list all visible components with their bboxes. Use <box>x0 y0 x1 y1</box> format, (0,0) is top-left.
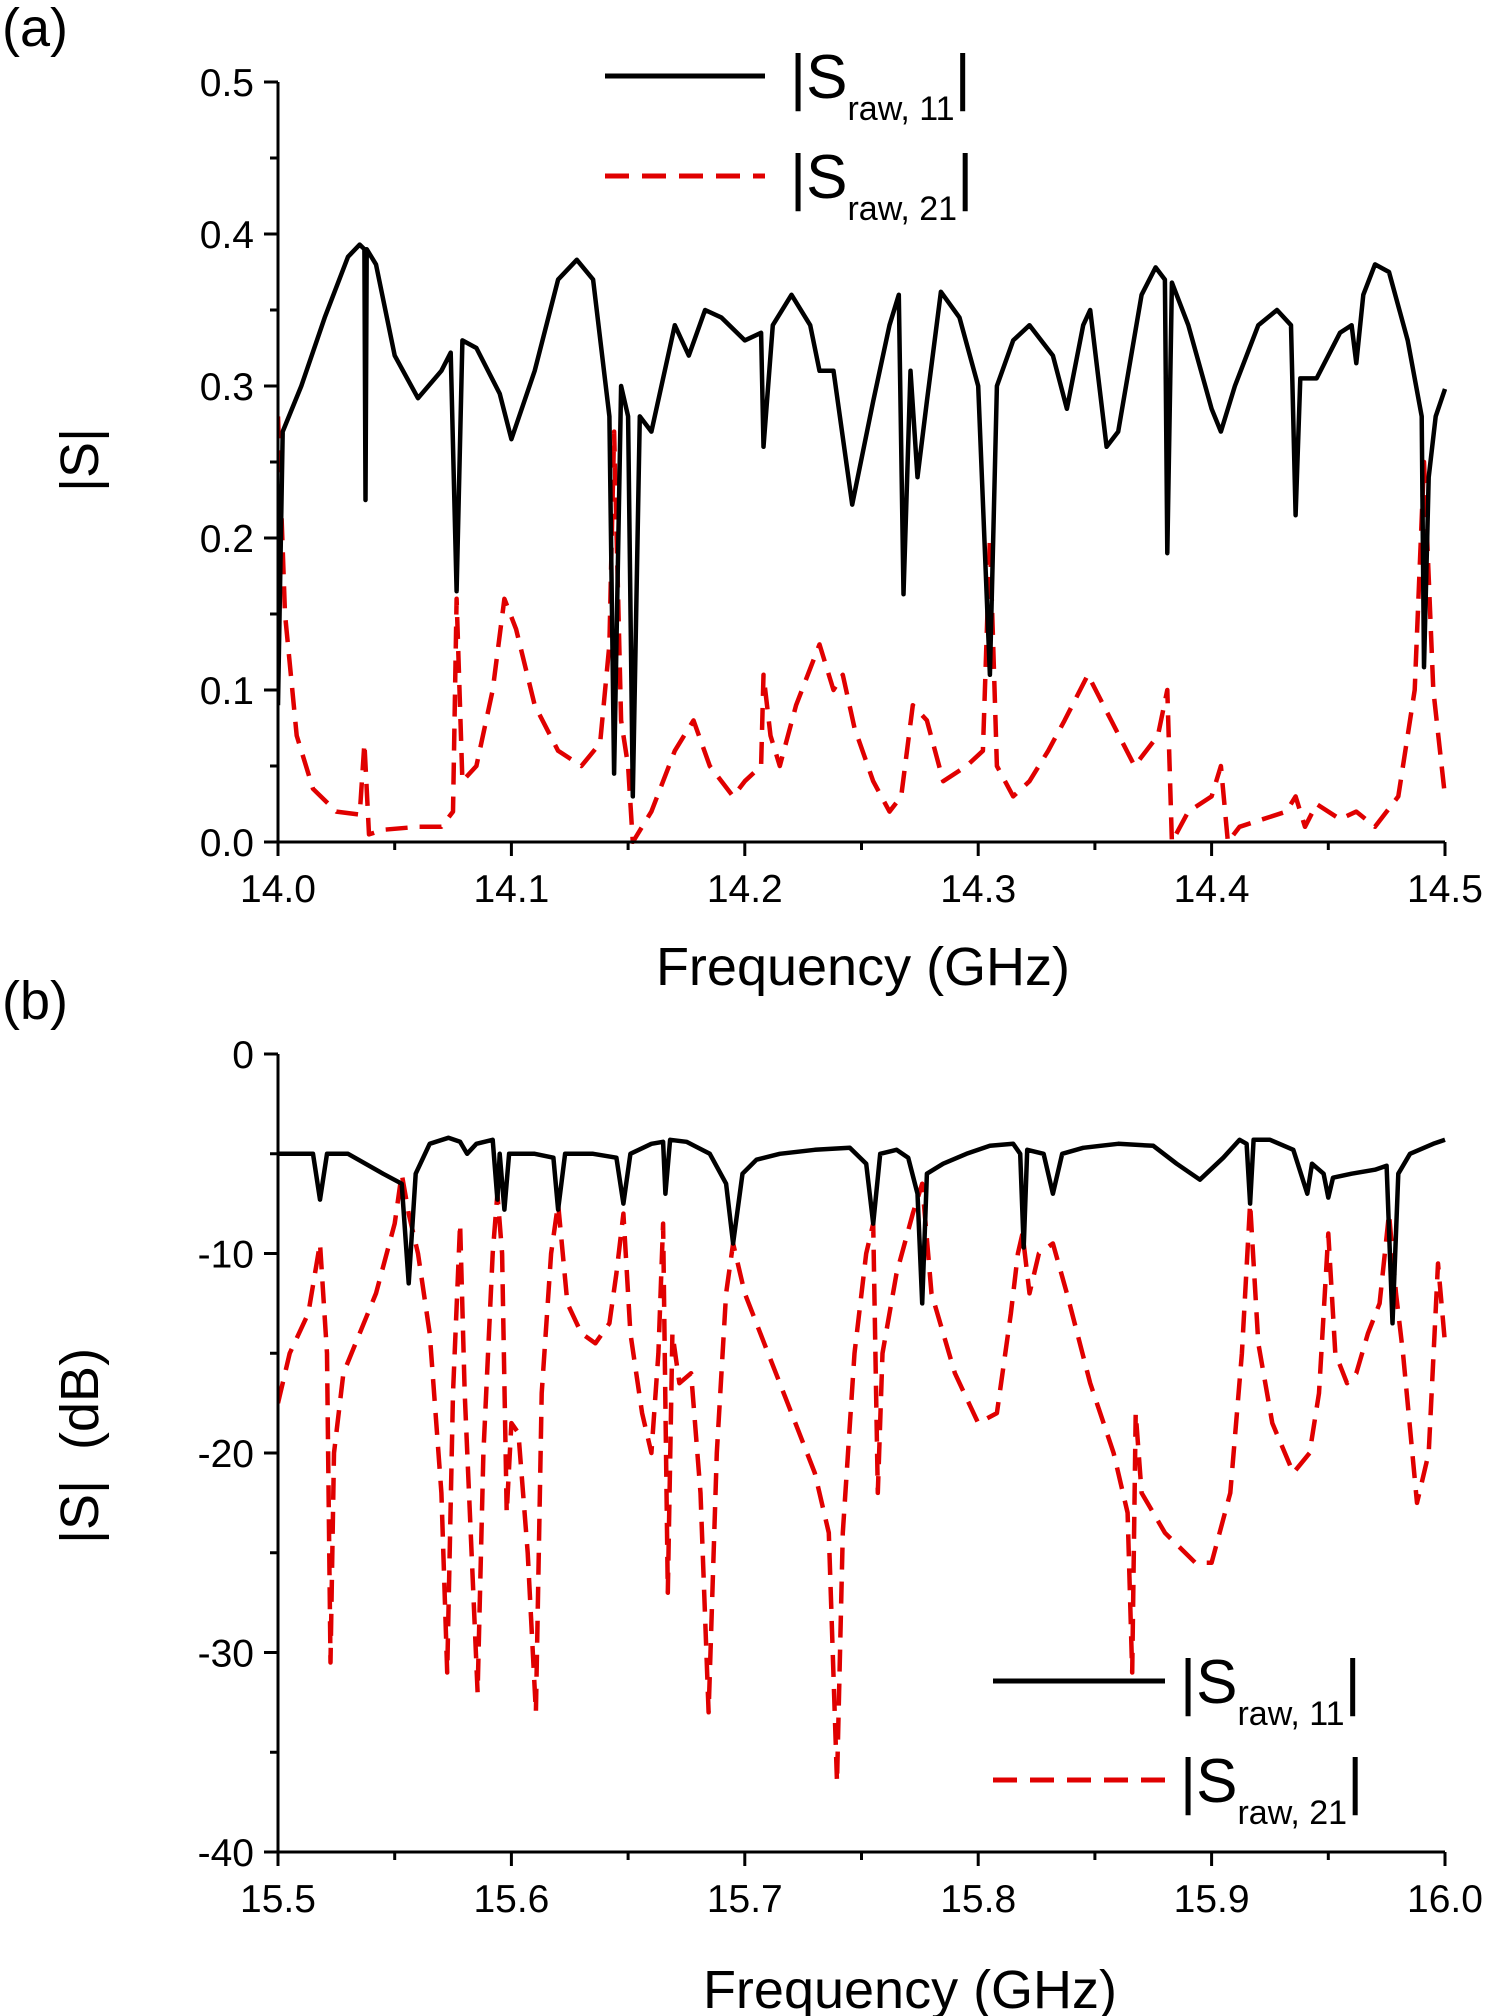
panel-b-legend-label-s11: |Sraw, 11| <box>1180 1648 1361 1733</box>
panel-a-legend: |Sraw, 11| |Sraw, 21| <box>605 43 973 228</box>
panel-a-y-axis-title: |S| <box>50 428 110 492</box>
panel-b-axes: 15.5 15.6 15.7 15.8 15.9 16.0 -40 -30 -20 -10 0 <box>198 1034 1483 1921</box>
panel-b-label: (b) <box>2 971 68 1031</box>
panel-b-x-tick-label: 16.0 <box>1407 1878 1483 1921</box>
panel-b-x-tick-label: 15.8 <box>940 1878 1016 1921</box>
panel-b-series-line-s11 <box>278 1135 1446 1326</box>
panel-a-y-tick-label: 0.3 <box>200 366 254 409</box>
panel-b-y-axis-title: |S| (dB) <box>50 1348 110 1544</box>
panel-a-x-tick-label: 14.1 <box>473 868 549 911</box>
panel-b-y-tick-label: -40 <box>198 1832 254 1875</box>
panel-a-axes: 14.0 14.1 14.2 14.3 14.4 14.5 0.0 0.1 0.2 0.3 0.4 0… <box>200 62 1483 911</box>
panel-a-series-line-s11 <box>278 242 1447 799</box>
panel-b: (b) 15.5 15.6 15.7 15.8 15.9 16.0 -40 -30 -20 -10… <box>2 971 1483 2016</box>
panel-b-x-tick-label: 15.9 <box>1174 1878 1250 1921</box>
panel-a-x-tick-label: 14.3 <box>940 868 1016 911</box>
panel-a-x-axis-title: Frequency (GHz) <box>656 937 1070 997</box>
panel-b-series-line-s21 <box>278 1171 1447 1785</box>
panel-b-y-tick-label: 0 <box>232 1034 254 1077</box>
panel-b-legend-label-s21: |Sraw, 21| <box>1180 1747 1363 1832</box>
panel-a-y-tick-label: 0.2 <box>200 518 254 561</box>
panel-b-x-tick-label: 15.7 <box>707 1878 783 1921</box>
panel-a-x-tick-label: 14.4 <box>1174 868 1250 911</box>
panel-a: (a) 14.0 14.1 14.2 14.3 14.4 14.5 0.0 0.1 0.2 0.3… <box>2 0 1483 997</box>
panel-b-y-tick-label: -10 <box>198 1234 254 1277</box>
panel-a-y-tick-label: 0.1 <box>200 670 254 713</box>
panel-a-y-tick-label: 0.4 <box>200 214 254 257</box>
panel-b-y-tick-label: -30 <box>198 1633 254 1676</box>
panel-a-legend-label-s11: |Sraw, 11| <box>790 43 971 128</box>
panel-b-plot-area <box>278 1135 1447 1785</box>
panel-b-x-axis-title: Frequency (GHz) <box>703 1960 1117 2016</box>
panel-b-x-tick-label: 15.6 <box>473 1878 549 1921</box>
panel-a-x-tick-label: 14.2 <box>707 868 783 911</box>
panel-a-y-tick-label: 0.0 <box>200 822 254 865</box>
panel-a-x-tick-label: 14.5 <box>1407 868 1483 911</box>
panel-a-label: (a) <box>2 0 68 58</box>
panel-a-y-tick-label: 0.5 <box>200 62 254 105</box>
panel-a-x-tick-label: 14.0 <box>240 868 316 911</box>
panel-b-y-tick-label: -20 <box>198 1433 254 1476</box>
panel-a-series-line-s21 <box>278 416 1447 844</box>
panel-a-legend-label-s21: |Sraw, 21| <box>790 143 973 228</box>
panel-b-x-tick-label: 15.5 <box>240 1878 316 1921</box>
panel-b-legend: |Sraw, 11| |Sraw, 21| <box>993 1648 1363 1832</box>
panel-a-plot-area <box>278 242 1447 844</box>
